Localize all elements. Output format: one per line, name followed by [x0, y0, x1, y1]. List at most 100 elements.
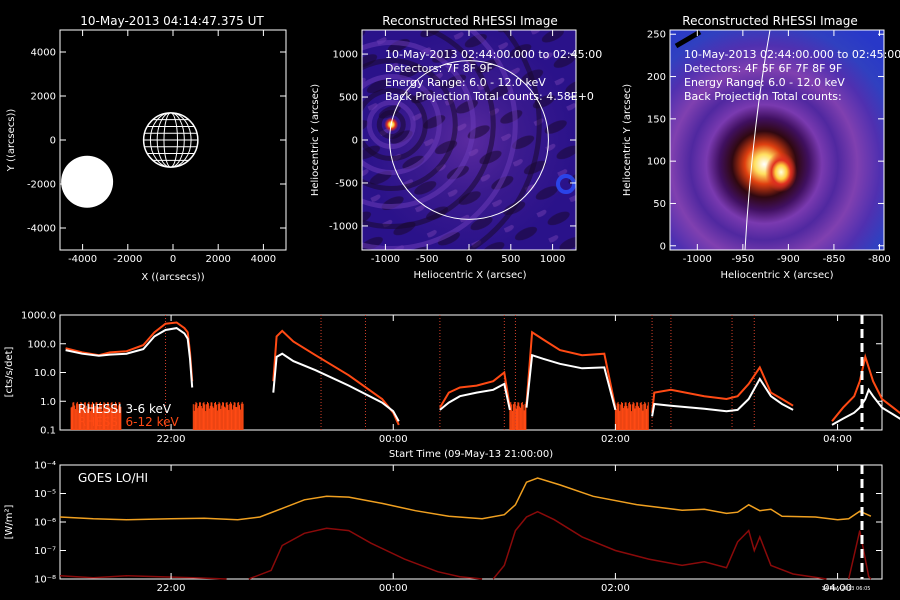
rhessi-legend-high: RHESSI 6-12 keV	[78, 415, 179, 429]
x-tick-label: -900	[777, 254, 800, 265]
x-tick-label: 4000	[251, 254, 276, 265]
x-tick-label: -1000	[683, 254, 712, 265]
zoom-annotation-line: Energy Range: 6.0 - 12.0 keV	[684, 76, 845, 89]
x-tick-label: 00:00	[379, 583, 408, 594]
rhessi-series-line	[272, 352, 400, 422]
x-tick-label: -2000	[113, 254, 142, 265]
x-tick-label: 02:00	[601, 434, 630, 445]
y-tick-label: 10⁻⁶	[34, 518, 56, 529]
x-tick-label: 1000	[540, 254, 565, 265]
x-tick-label: -1000	[371, 254, 400, 265]
y-tick-label: 0	[50, 136, 56, 147]
goes-lightcurve-panel: 22:00 00:00 02:00 04:00 10⁻⁸ 10⁻⁷ 10⁻⁶ 10⁻⁵ 10⁻⁴…	[4, 461, 883, 594]
y-tick-label: 10.0	[34, 368, 56, 379]
rhessi-attenuator-bursts	[70, 401, 649, 430]
rhessi-series-line	[65, 321, 194, 382]
fulldisk-solar-limb	[389, 60, 549, 220]
zoom-image	[670, 30, 884, 250]
fulldisk-panel: Reconstructed RHESSI Image -1000 -500 0 500…	[310, 14, 602, 281]
x-tick-label: -850	[823, 254, 846, 265]
goes-series-line	[59, 477, 872, 521]
fulldisk-title: Reconstructed RHESSI Image	[382, 14, 557, 28]
rhessi-series-line	[651, 365, 794, 413]
rhessi-series-line	[525, 353, 617, 411]
ripple-ring	[376, 110, 406, 140]
fulldisk-ylabel: Heliocentric Y (arcsec)	[310, 84, 321, 196]
goes-series-line	[59, 575, 227, 580]
x-tick-label: 02:00	[601, 583, 630, 594]
y-tick-label: 100	[647, 157, 666, 168]
rhessi-series-line	[439, 370, 511, 409]
orbit-xlabel: X ((arcsecs))	[141, 272, 204, 283]
y-tick-label: -1000	[329, 221, 358, 232]
zoom-title: Reconstructed RHESSI Image	[682, 14, 857, 28]
goes-series-line	[248, 527, 483, 580]
x-tick-label: -800	[868, 254, 891, 265]
ripple-ring	[362, 74, 442, 176]
x-tick-label: 0	[170, 254, 176, 265]
rhessi-xlabel: Start Time (09-May-13 21:00:00)	[389, 449, 553, 460]
zoom-annotation-line: Back Projection Total counts:	[684, 90, 842, 103]
goes-plot-frame	[59, 464, 883, 580]
sun-disk	[61, 155, 114, 208]
y-tick-label: 0	[352, 136, 358, 147]
zoom-annotation-line: Detectors: 4F 5F 6F 7F 8F 9F	[684, 62, 842, 75]
x-tick-label: 04:00	[823, 583, 852, 594]
goes-series-line	[492, 510, 827, 580]
goes-series-line	[847, 530, 872, 580]
rhessi-legend-low: RHESSI 3-6 keV	[78, 402, 172, 416]
y-tick-label: 10⁻⁵	[34, 489, 56, 500]
x-tick-label: 22:00	[157, 583, 186, 594]
y-tick-label: -4000	[27, 224, 56, 235]
fulldisk-axis-ticks: -1000 -500 0 500 1000 -1000 -500 0 500 1000	[329, 30, 576, 265]
zoom-source	[765, 152, 798, 193]
rhessi-axis-ticks: 22:00 00:00 02:00 04:00 0.1 1.0 10.0 100.0 1000.…	[21, 311, 882, 445]
y-tick-label: 0	[660, 241, 666, 252]
fulldisk-annotation: 10-May-2013 02:44:00.000 to 02:45:00 Det…	[385, 48, 602, 103]
zoom-annotation-line: 10-May-2013 02:44:00.000 to 02:45:00	[684, 48, 900, 61]
zoom-xlabel: Heliocentric X (arcsec)	[720, 270, 833, 281]
y-tick-label: 100.0	[27, 339, 56, 350]
zoom-ylabel: Heliocentric Y (arcsec)	[622, 84, 633, 196]
zoom-panel: Reconstructed RHESSI Image -1000 -950 -900…	[622, 14, 900, 281]
rhessi-series	[65, 321, 900, 426]
x-tick-label: 0	[466, 254, 472, 265]
goes-series	[59, 477, 872, 580]
orbit-ylabel: Y ((arcsecs))	[6, 109, 17, 173]
y-tick-label: -2000	[27, 180, 56, 191]
fulldisk-annotation-line: Back Projection Total counts: 4.58E+0	[385, 90, 594, 103]
ripple-ring	[366, 100, 416, 150]
y-tick-label: -500	[335, 178, 358, 189]
fulldisk-xlabel: Heliocentric X (arcsec)	[413, 270, 526, 281]
ripple-ring	[362, 58, 458, 192]
rhessi-series-line	[439, 382, 511, 411]
y-tick-label: 200	[647, 72, 666, 83]
goes-ylabel: [W/m²]	[4, 504, 15, 539]
zoom-solar-limb	[744, 30, 771, 250]
rhessi-lightcurve-panel: 22:00 00:00 02:00 04:00 0.1 1.0 10.0 100.0 1000.…	[4, 311, 900, 460]
y-tick-label: 10⁻⁸	[34, 575, 56, 586]
goes-legend: GOES LO/HI	[78, 471, 148, 485]
x-tick-label: -4000	[68, 254, 97, 265]
fulldisk-annotation-line: Detectors: 7F 8F 9F	[385, 62, 493, 75]
y-tick-label: 0.1	[40, 426, 56, 437]
zoom-plot-frame	[669, 29, 885, 251]
x-tick-label: 22:00	[157, 434, 186, 445]
y-tick-label: 1.0	[40, 397, 56, 408]
rhessi-series-line	[272, 329, 400, 426]
globe-meridian-line	[149, 112, 192, 168]
y-tick-label: 500	[339, 93, 358, 104]
x-tick-label: 00:00	[379, 434, 408, 445]
ripple-ring	[362, 30, 496, 230]
rhessi-series-line	[651, 376, 794, 417]
goes-footer-timestamp: 14-May-2013 06:05	[822, 586, 871, 592]
y-tick-label: 150	[647, 114, 666, 125]
y-tick-label: 4000	[31, 48, 56, 59]
orbit-panel: 10-May-2013 04:14:47.375 UT -4000 -2000 0 2…	[6, 14, 287, 283]
orbit-title: 10-May-2013 04:14:47.375 UT	[80, 14, 264, 28]
rhessi-series-line	[525, 330, 617, 408]
y-tick-label: 50	[653, 199, 666, 210]
orbit-objects	[61, 112, 199, 208]
fulldisk-blue-artifact	[556, 174, 576, 194]
